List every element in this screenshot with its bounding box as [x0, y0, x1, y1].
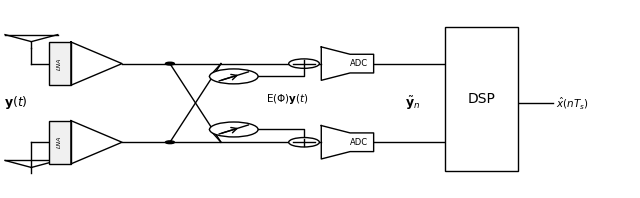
- Circle shape: [166, 62, 174, 65]
- Text: $\mathrm{E}(\Phi)\mathbf{y}(t)$: $\mathrm{E}(\Phi)\mathbf{y}(t)$: [266, 92, 308, 106]
- Circle shape: [289, 138, 319, 147]
- Text: $\tilde{\mathbf{y}}_n$: $\tilde{\mathbf{y}}_n$: [405, 94, 420, 112]
- Circle shape: [209, 122, 258, 137]
- Text: ADC: ADC: [350, 138, 368, 147]
- Text: ADC: ADC: [350, 59, 368, 68]
- Circle shape: [209, 69, 258, 84]
- Polygon shape: [49, 42, 71, 85]
- Text: $\mathbf{y}(t)$: $\mathbf{y}(t)$: [4, 94, 28, 111]
- Polygon shape: [49, 121, 71, 164]
- Circle shape: [166, 141, 174, 144]
- Circle shape: [289, 59, 319, 68]
- Text: $\hat{x}(nT_s)$: $\hat{x}(nT_s)$: [556, 95, 589, 111]
- Text: DSP: DSP: [467, 92, 495, 106]
- Text: LNA: LNA: [57, 136, 62, 148]
- Bar: [445, 27, 518, 171]
- Text: LNA: LNA: [57, 57, 62, 70]
